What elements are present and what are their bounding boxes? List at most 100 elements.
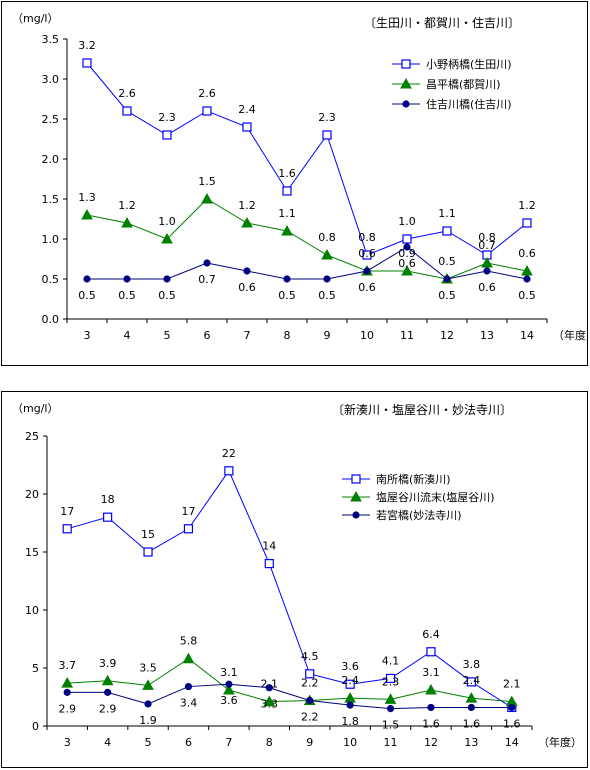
unit-label: （mg/l） [12,12,58,25]
x-tick-label: 10 [343,736,357,749]
data-label: 1.3 [78,191,96,204]
data-label: 1.0 [158,215,176,228]
data-label: 2.4 [463,674,481,687]
legend-marker [400,77,412,89]
data-label: 1.8 [341,715,359,728]
data-point [465,692,478,703]
series-2: 3.73.93.55.83.12.12.22.42.33.12.42.1 [58,635,521,707]
data-point [63,688,71,696]
data-point [163,275,171,283]
data-label: 2.1 [503,678,521,691]
series-3: 0.5 0.5 0.5 0.7 0.6 0.5 0.5 0.6 0.6 0.5 0.6 0.5 [78,243,536,302]
data-point [162,130,172,140]
data-point [403,243,411,251]
data-label: 0.5 [78,289,96,302]
y-tick-label: 0 [32,720,39,733]
data-label: 2.2 [301,676,319,689]
data-point [306,696,314,705]
y-tick-label: 1.5 [42,193,60,206]
y-tick-label: 3.0 [42,73,60,86]
data-point [142,679,154,690]
data-label: 1.6 [278,167,296,180]
y-tick-label: 3.5 [42,33,60,46]
data-point [385,673,396,684]
data-label: 1.1 [438,207,456,220]
legend-label: 南所橋(新湊川) [376,472,451,486]
legend-marker [352,511,360,519]
x-tick-label: 5 [164,329,171,342]
data-point [442,226,452,236]
data-point [344,692,356,703]
data-label: 3.5 [139,661,157,674]
data-point [363,267,371,275]
data-label: 0.6 [358,281,376,294]
x-tick-label: 11 [384,736,398,749]
data-label: 2.2 [301,710,319,723]
series-2: 1.31.21.01.51.21.10.80.6 0.90.50.70.6 [78,175,536,284]
data-label: 1.0 [398,215,416,228]
data-point [425,684,437,695]
legend-marker [351,474,361,484]
y-tick-label: 10 [25,604,39,617]
chart-panel-bottom: （mg/l） 〔新湊川・塩屋谷川・妙法寺川〕 0 5 10 15 20 25 3 4 5 6 7 8 9 10… [1,391,588,768]
x-tick-label: 13 [464,736,478,749]
data-point [241,216,253,228]
data-label: 1.6 [422,717,440,730]
data-point [264,559,274,569]
data-label: 2.3 [318,111,336,124]
x-tick-label: 4 [124,329,131,342]
legend: 小野柄橋(生田川) 昌平橋(都賀川) 住吉川橋(住吉川) [392,57,512,111]
data-label: 0.6 [238,281,256,294]
chart-subtitle: 〔新湊川・塩屋谷川・妙法寺川〕 [332,402,512,417]
chart-top: （mg/l） 〔生田川・都賀川・住吉川〕 0.0 0.5 1.0 1.5 2.0 2.5 3.0… [12,12,587,342]
y-tick-label: 15 [25,546,39,559]
series-line [67,469,513,708]
data-label: 3.6 [341,660,359,673]
x-tick-label: 3 [64,736,71,749]
data-label: 18 [101,493,115,506]
data-label: 15 [141,528,155,541]
data-point [466,677,476,687]
x-axis-label: （年度） [553,328,587,342]
data-label: 3.6 [220,694,238,707]
data-label: 1.9 [139,714,157,727]
data-point [223,684,235,695]
y-tick-label: 2.0 [42,153,60,166]
data-label: 3.9 [99,657,117,670]
x-axis-label: （年度） [538,735,582,749]
x-tick-label: 14 [505,736,519,749]
legend-label: 若宮橋(妙法寺川) [376,508,462,522]
data-label: 0.5 [318,289,336,302]
data-label: 0.5 [438,255,456,268]
data-point [322,130,332,140]
data-point [346,701,354,709]
data-point [443,275,451,283]
data-point [283,275,291,283]
legend-marker [350,490,362,502]
legend-label: 塩屋谷川流末(塩屋谷川) [376,490,495,504]
data-label: 2.3 [158,111,176,124]
chart-subtitle: 〔生田川・都賀川・住吉川〕 [364,16,520,30]
x-tick-label: 12 [440,329,454,342]
data-label: 3.2 [78,39,96,52]
data-label: 0.5 [158,289,176,302]
x-tick-label: 7 [225,736,232,749]
y-tick-label: 5 [32,662,39,675]
data-label: 4.1 [382,654,400,667]
data-label: 0.6 [478,281,496,294]
y-tick-label: 20 [25,488,39,501]
x-tick-label: 14 [520,329,534,342]
data-point [101,674,114,686]
y-tick-label: 2.5 [42,113,60,126]
y-tick-label: 25 [25,430,39,443]
data-point [104,688,112,696]
data-point [481,256,493,268]
data-label: 17 [60,505,74,518]
data-label: 2.9 [99,702,117,715]
data-label: 2.4 [238,103,256,116]
data-point [263,695,276,707]
data-point [82,58,92,68]
data-label: 0.8 [478,231,496,244]
data-point [203,259,211,267]
data-label: 0.7 [478,239,496,252]
